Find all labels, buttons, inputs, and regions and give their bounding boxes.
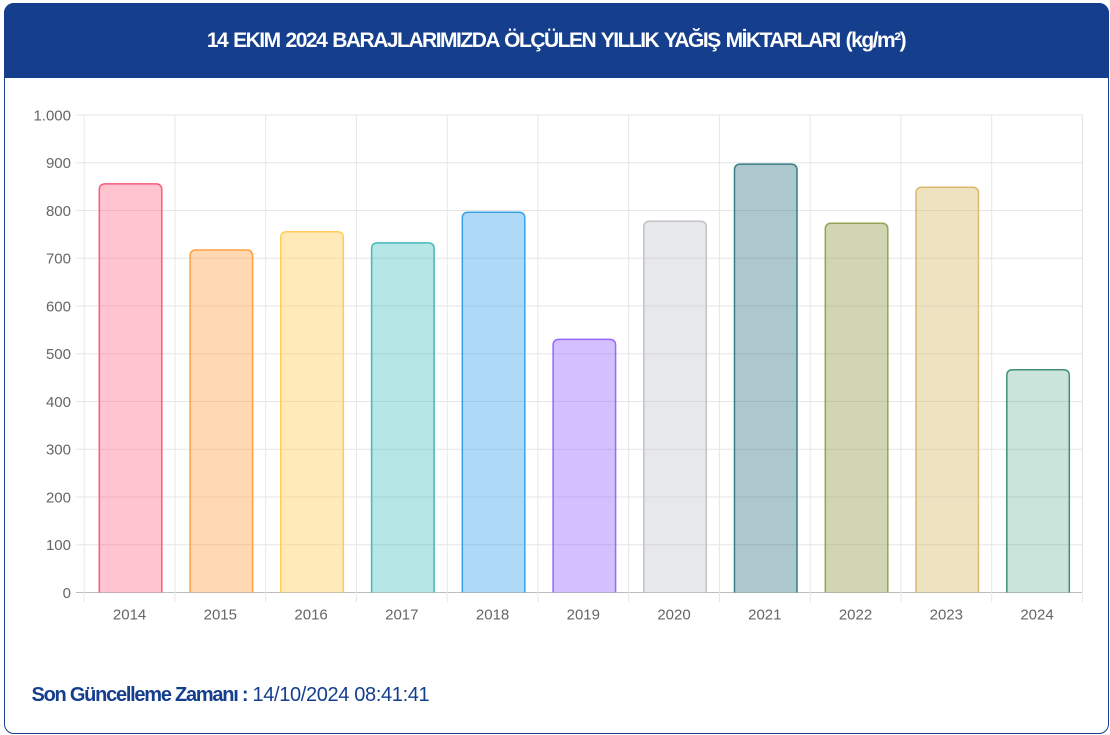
svg-text:2015: 2015 [204, 607, 237, 624]
svg-text:900: 900 [46, 155, 71, 172]
svg-text:100: 100 [46, 537, 71, 554]
svg-text:2016: 2016 [294, 607, 327, 624]
svg-text:2014: 2014 [113, 607, 146, 624]
svg-text:2023: 2023 [930, 607, 963, 624]
svg-text:2019: 2019 [567, 607, 600, 624]
svg-text:600: 600 [46, 298, 71, 315]
svg-text:700: 700 [46, 251, 71, 268]
svg-text:2018: 2018 [476, 607, 509, 624]
svg-text:2022: 2022 [839, 607, 872, 624]
svg-text:300: 300 [46, 442, 71, 459]
svg-text:2020: 2020 [657, 607, 690, 624]
svg-text:2017: 2017 [385, 607, 418, 624]
svg-text:2021: 2021 [748, 607, 781, 624]
svg-text:0: 0 [63, 585, 71, 602]
svg-text:400: 400 [46, 394, 71, 411]
svg-text:800: 800 [46, 203, 71, 220]
svg-text:1.000: 1.000 [33, 107, 71, 124]
svg-text:200: 200 [46, 489, 71, 506]
svg-text:500: 500 [46, 346, 71, 363]
svg-text:2024: 2024 [1020, 607, 1053, 624]
